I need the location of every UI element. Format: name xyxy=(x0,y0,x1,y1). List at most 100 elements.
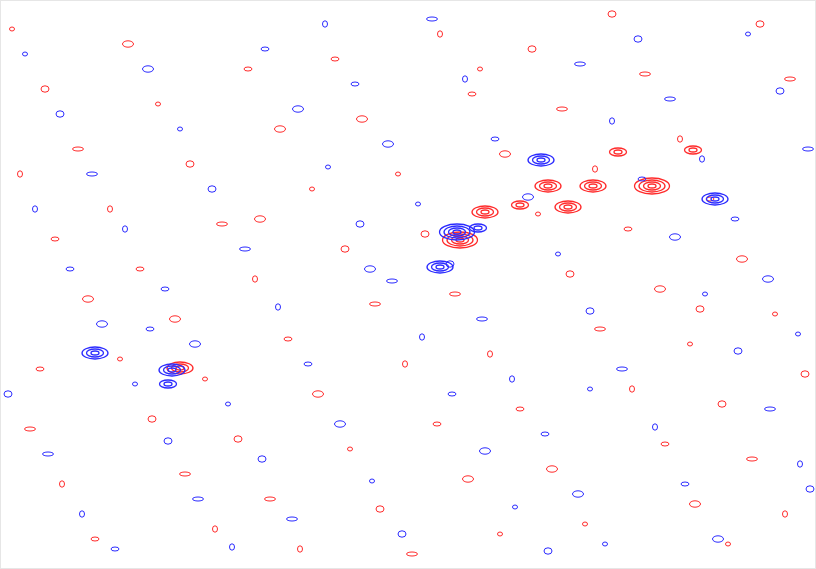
contour-level xyxy=(463,76,468,82)
contour-level xyxy=(159,364,185,376)
contour-blob xyxy=(702,193,728,205)
contour-level xyxy=(217,222,228,226)
contour-level xyxy=(41,86,49,92)
contour-level xyxy=(734,348,742,354)
contour-level xyxy=(718,401,726,407)
contour-blob xyxy=(756,21,764,27)
contour-blob xyxy=(80,511,85,517)
contour-level xyxy=(87,172,98,176)
contour-level xyxy=(763,276,774,282)
contour-level xyxy=(80,511,85,517)
contour-level xyxy=(536,212,541,216)
contour-level xyxy=(178,127,183,131)
contour-blob xyxy=(217,222,228,226)
contour-level xyxy=(510,376,515,382)
contour-blob xyxy=(331,57,339,61)
contour-blob xyxy=(700,156,705,162)
contour-level xyxy=(566,271,574,277)
contour-level xyxy=(523,194,534,200)
contour-level xyxy=(60,481,65,487)
contour-blob xyxy=(403,361,408,367)
contour-blob xyxy=(213,526,218,532)
contour-level xyxy=(136,267,144,271)
contour-level xyxy=(707,195,724,203)
contour-level xyxy=(265,497,276,501)
contour-blob xyxy=(398,531,406,537)
contour-blob xyxy=(244,67,252,71)
contour-level xyxy=(702,193,728,205)
contour-level xyxy=(533,156,550,164)
contour-blob xyxy=(83,296,94,302)
contour-level xyxy=(610,148,627,156)
contour-blob xyxy=(156,102,161,106)
contour-level xyxy=(168,368,176,372)
contour-level xyxy=(444,226,470,238)
contour-level xyxy=(348,447,353,451)
contour-blob xyxy=(335,421,346,427)
contour-level xyxy=(448,392,456,396)
contour-blob xyxy=(91,537,99,541)
contour-level xyxy=(575,62,586,66)
contour-blob xyxy=(731,217,739,221)
contour-level xyxy=(326,165,331,169)
contour-level xyxy=(713,536,724,542)
contour-blob xyxy=(298,546,303,552)
contour-level xyxy=(690,501,701,507)
contour-level xyxy=(275,126,286,132)
contour-level xyxy=(678,136,683,142)
contour-blob xyxy=(170,316,181,322)
contour-level xyxy=(356,221,364,227)
contour-level xyxy=(516,407,524,411)
contour-level xyxy=(255,216,266,222)
contour-blob xyxy=(480,448,491,454)
contour-level xyxy=(535,180,561,192)
contour-blob xyxy=(258,456,266,462)
contour-level xyxy=(477,317,488,321)
contour-level xyxy=(376,506,384,512)
contour-blob xyxy=(665,97,676,101)
contour-level xyxy=(585,182,602,190)
contour-blob xyxy=(566,271,574,277)
contour-level xyxy=(341,246,349,252)
contour-blob xyxy=(491,137,499,141)
contour-blob xyxy=(275,126,286,132)
contour-level xyxy=(608,11,616,17)
contour-level xyxy=(357,116,368,122)
contour-blob xyxy=(681,482,689,486)
contour-level xyxy=(765,407,776,411)
contour-blob xyxy=(796,332,801,336)
contour-level xyxy=(453,230,461,234)
contour-level xyxy=(56,111,64,117)
contour-level xyxy=(589,184,597,188)
contour-level xyxy=(564,205,572,209)
contour-blob xyxy=(370,302,381,306)
contour-blob xyxy=(638,177,646,181)
contour-level xyxy=(427,17,438,21)
contour-level xyxy=(806,486,814,492)
contour-blob xyxy=(726,542,731,546)
contour-blob xyxy=(66,267,74,271)
contour-blob xyxy=(617,367,628,371)
contour-level xyxy=(449,228,466,236)
contour-blob xyxy=(230,544,235,550)
contour-blob xyxy=(801,371,809,377)
contour-blob xyxy=(396,172,401,176)
contour-level xyxy=(556,252,561,256)
contour-level xyxy=(156,102,161,106)
contour-blob xyxy=(556,252,561,256)
contour-level xyxy=(670,234,681,240)
contour-level xyxy=(614,150,622,154)
contour-level xyxy=(638,177,646,181)
contour-level xyxy=(284,337,292,341)
contour-blob xyxy=(143,66,154,72)
contour-blob xyxy=(541,432,549,436)
contour-level xyxy=(639,180,665,192)
contour-blob xyxy=(265,497,276,501)
contour-blob xyxy=(513,505,518,509)
contour-blob xyxy=(73,147,84,151)
contour-series xyxy=(4,17,814,554)
contour-level xyxy=(427,261,453,273)
contour-blob xyxy=(703,292,708,296)
contour-blob xyxy=(97,321,108,327)
contour-level xyxy=(123,226,128,232)
